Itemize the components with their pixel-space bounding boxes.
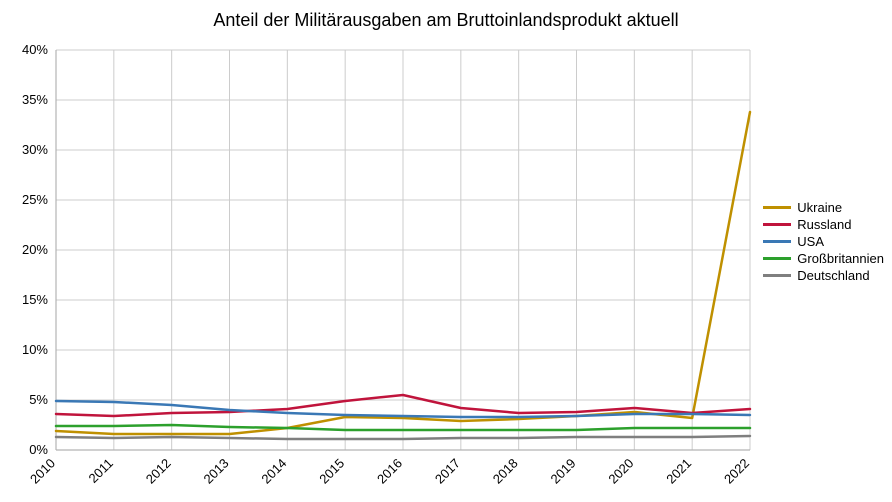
x-tick-label: 2016 bbox=[374, 456, 405, 487]
x-tick-label: 2015 bbox=[316, 456, 347, 487]
x-tick-label: 2014 bbox=[258, 456, 289, 487]
y-tick-label: 25% bbox=[22, 192, 48, 207]
y-tick-label: 35% bbox=[22, 92, 48, 107]
x-tick-label: 2017 bbox=[432, 456, 463, 487]
x-tick-label: 2012 bbox=[143, 456, 174, 487]
y-tick-label: 15% bbox=[22, 292, 48, 307]
legend-item: Großbritannien bbox=[763, 251, 884, 266]
x-tick-label: 2022 bbox=[721, 456, 752, 487]
legend-swatch bbox=[763, 240, 791, 243]
x-tick-label: 2011 bbox=[86, 456, 116, 486]
x-tick-label: 2018 bbox=[490, 456, 521, 487]
legend-label: Ukraine bbox=[797, 200, 842, 215]
legend-label: Russland bbox=[797, 217, 851, 232]
legend: Ukraine Russland USA Großbritannien Deutschl… bbox=[763, 200, 884, 285]
y-tick-label: 20% bbox=[22, 242, 48, 257]
y-tick-label: 0% bbox=[29, 442, 48, 457]
y-tick-label: 5% bbox=[29, 392, 48, 407]
chart-container: Anteil der Militärausgaben am Bruttoinla… bbox=[0, 0, 892, 502]
legend-item: USA bbox=[763, 234, 884, 249]
y-tick-label: 40% bbox=[22, 42, 48, 57]
legend-swatch bbox=[763, 206, 791, 209]
legend-item: Ukraine bbox=[763, 200, 884, 215]
chart-svg: 0% 5% 10% 15% 20% 25% 30% 35% 40% 2010 2011 2012 201… bbox=[0, 40, 770, 502]
legend-label: Großbritannien bbox=[797, 251, 884, 266]
legend-swatch bbox=[763, 223, 791, 226]
y-tick-label: 30% bbox=[22, 142, 48, 157]
x-tick-label: 2021 bbox=[663, 456, 694, 487]
legend-label: USA bbox=[797, 234, 824, 249]
x-tick-label: 2013 bbox=[201, 456, 232, 487]
legend-swatch bbox=[763, 257, 791, 260]
legend-item: Deutschland bbox=[763, 268, 884, 283]
chart-title: Anteil der Militärausgaben am Bruttoinla… bbox=[0, 10, 892, 31]
x-tick-label: 2020 bbox=[605, 456, 636, 487]
legend-item: Russland bbox=[763, 217, 884, 232]
x-tick-label: 2010 bbox=[27, 456, 58, 487]
legend-swatch bbox=[763, 274, 791, 277]
x-tick-label: 2019 bbox=[548, 456, 579, 487]
y-tick-label: 10% bbox=[22, 342, 48, 357]
legend-label: Deutschland bbox=[797, 268, 869, 283]
